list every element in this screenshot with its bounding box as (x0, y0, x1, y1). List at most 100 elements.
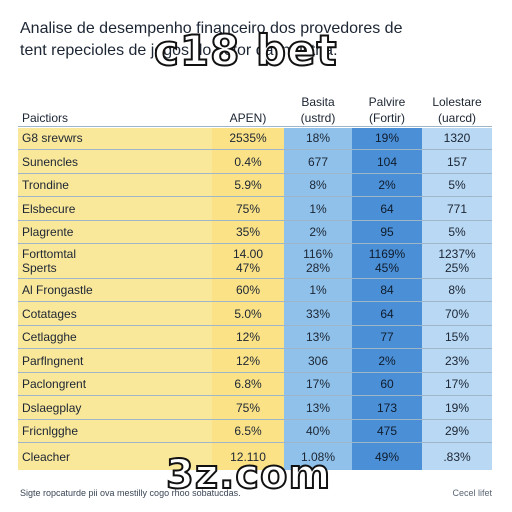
table-cell-ap: 0.4% (212, 150, 284, 173)
table-cell-label: Cotatages (22, 302, 208, 325)
table-cell-p: 173 (352, 396, 422, 419)
table-row: Trondine 5.9% 8% 2% 5% (18, 173, 492, 196)
cell-text: 771 (446, 201, 468, 216)
cell-text: 104 (376, 154, 398, 169)
table-cell-p: 84 (352, 279, 422, 301)
cell-text: Cotatages (22, 306, 77, 321)
table-cell-l: 5% (422, 174, 492, 196)
cell-text: 25% (444, 261, 470, 275)
cell-text: Elsbecure (22, 201, 76, 216)
header-lolestare-sub: (uarcd) (437, 111, 476, 125)
header-lolestare-name: Lolestare (432, 95, 482, 109)
cell-text: 19% (444, 400, 470, 415)
cell-text: 5% (448, 178, 466, 192)
cell-text: 1320 (443, 131, 471, 145)
table-cell-p: 49% (352, 443, 422, 470)
table-cell-p: 77 (352, 326, 422, 348)
cell-text: 19% (374, 131, 400, 145)
cell-text: 60% (235, 283, 261, 297)
cell-text: 173 (376, 400, 398, 415)
cell-text: 157 (446, 154, 468, 169)
table-cell-label: Plagrente (22, 221, 208, 243)
table-cell-p: 60 (352, 373, 422, 395)
data-table: Paictiors APEN) Basita (ustrd) Palvire (… (18, 88, 492, 470)
table-cell-b: 40% (284, 420, 352, 442)
cell-text: 6.8% (234, 377, 262, 391)
header-lolestare: Lolestare (uarcd) (422, 94, 492, 126)
cell-text: 17% (305, 377, 331, 391)
cell-text: 95 (380, 225, 394, 239)
table-cell-p: 64 (352, 302, 422, 325)
cell-text: 2% (309, 225, 327, 239)
header-palvire-name: Palvire (368, 95, 406, 109)
cell-text: 40% (305, 424, 331, 438)
header-palvire: Palvire (Fortir) (352, 94, 422, 126)
table-cell-l: .83% (422, 443, 492, 470)
table-cell-label: Cetlagghe (22, 326, 208, 348)
cell-text: 64 (380, 306, 394, 321)
table-cell-b: 677 (284, 150, 352, 173)
header-basita: Basita (ustrd) (284, 94, 352, 126)
cell-text: 49% (374, 449, 400, 464)
cell-text: 77 (380, 330, 394, 344)
table-cell-b: 8% (284, 174, 352, 196)
cell-text: 116% (303, 247, 333, 261)
table-cell-ap: 12.110 (212, 443, 284, 470)
table-cell-label: Paclongrent (22, 373, 208, 395)
table-cell-b: 18% (284, 127, 352, 149)
table-cell-ap: 2535% (212, 127, 284, 149)
table-cell-l: 1320 (422, 127, 492, 149)
cell-text: Parflngnent (22, 353, 84, 368)
cell-text: 1169% (368, 247, 406, 261)
table-cell-b: 13% (284, 326, 352, 348)
table-cell-l: 5% (422, 221, 492, 243)
cell-text: 75% (235, 201, 261, 216)
table-row: Elsbecure 75% 1% 64 771 (18, 196, 492, 220)
cell-text: 15% (444, 330, 470, 344)
cell-text: 5.0% (234, 306, 262, 321)
table-cell-l: 1237% 25% (422, 244, 492, 278)
table-cell-l: 23% (422, 349, 492, 372)
table-cell-p: 1169% 45% (352, 244, 422, 278)
header-basita-sub: (ustrd) (300, 111, 336, 125)
cell-text: 2% (378, 353, 396, 368)
cell-text: 29% (444, 424, 470, 438)
table-row: Al Frongastle 60% 1% 84 8% (18, 278, 492, 301)
header-band (18, 88, 492, 128)
table-cell-b: 116% 28% (284, 244, 352, 278)
cell-text: 677 (307, 154, 329, 169)
cell-text: 1% (309, 201, 327, 216)
table-cell-label: Trondine (22, 174, 208, 196)
cell-text: 1237% (438, 247, 476, 261)
table-row: Forttomtal Sperts 14.00 47% 116% 28% 1169% 45% 1… (18, 243, 492, 278)
cell-text: 5.9% (234, 178, 262, 192)
cell-text: 18% (305, 131, 331, 145)
cell-text: 64 (380, 201, 394, 216)
title-line-1: Analise de desempenho financeiro dos pro… (20, 20, 403, 37)
cell-text: G8 srevwrs (22, 131, 83, 145)
table-cell-b: 1.08% (284, 443, 352, 470)
table-cell-p: 19% (352, 127, 422, 149)
table-cell-label: Dslaegplay (22, 396, 208, 419)
cell-text: 475 (376, 424, 398, 438)
table-row: Cotatages 5.0% 33% 64 70% (18, 301, 492, 325)
table-cell-label: Fricnlgghe (22, 420, 208, 442)
table-cell-ap: 14.00 47% (212, 244, 284, 278)
cell-text: Dslaegplay (22, 400, 82, 415)
cell-text: 1% (309, 283, 327, 297)
header-basita-name: Basita (301, 95, 335, 109)
table-cell-p: 475 (352, 420, 422, 442)
cell-text: 47% (235, 261, 261, 275)
table-row: Dslaegplay 75% 13% 173 19% (18, 395, 492, 419)
cell-text: Forttomtal (22, 247, 77, 261)
table-cell-ap: 6.8% (212, 373, 284, 395)
cell-text: Cetlagghe (22, 330, 77, 344)
cell-text: 23% (444, 353, 470, 368)
table-cell-b: 1% (284, 197, 352, 220)
table-cell-label: Al Frongastle (22, 279, 208, 301)
table-cell-label: Forttomtal Sperts (22, 244, 208, 278)
table-cell-label: Cleacher (22, 443, 208, 470)
table-cell-p: 95 (352, 221, 422, 243)
cell-text: 75% (235, 400, 261, 415)
table-cell-b: 1% (284, 279, 352, 301)
